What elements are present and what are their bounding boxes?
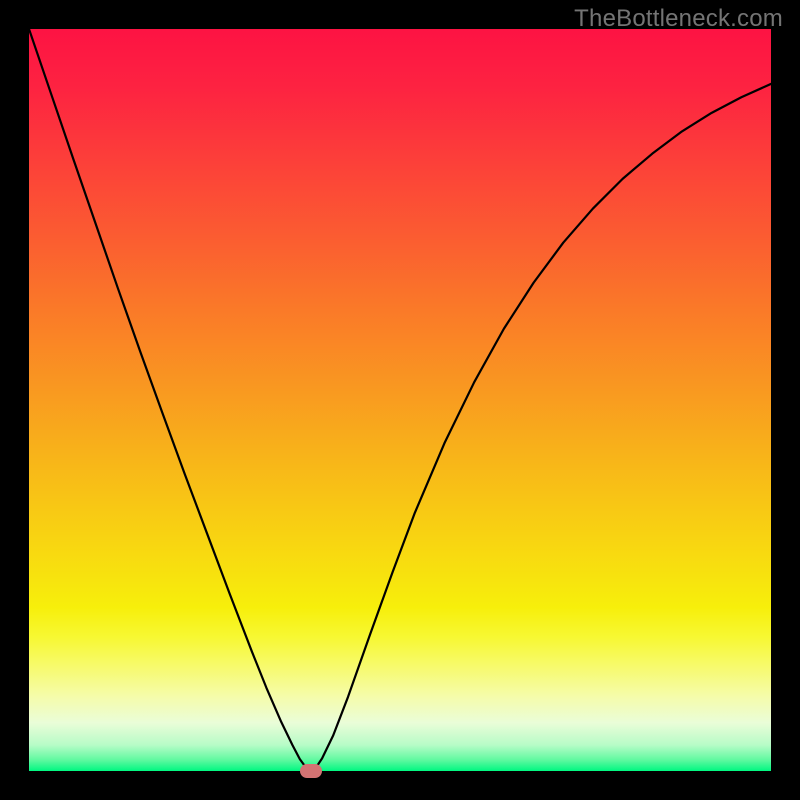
chart-container: TheBottleneck.com [0,0,800,800]
curve-layer [29,29,771,771]
bottleneck-curve [29,29,771,771]
plot-area [29,29,771,771]
watermark-text: TheBottleneck.com [574,5,783,33]
minimum-marker [300,764,322,778]
